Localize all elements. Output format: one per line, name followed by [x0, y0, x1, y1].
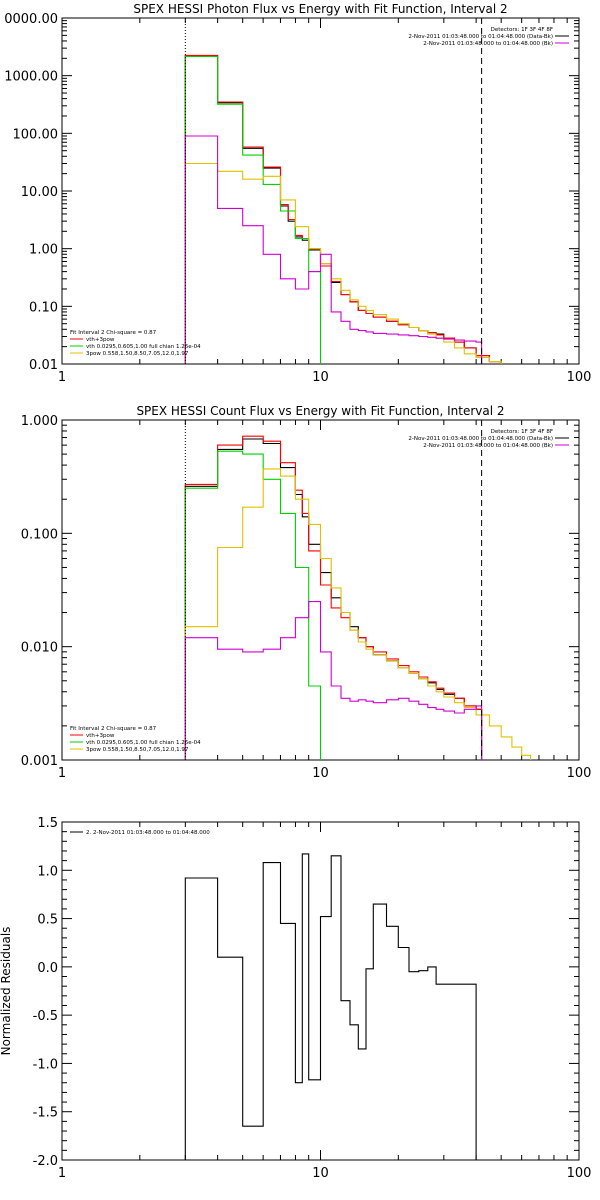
series-group	[184, 853, 477, 1160]
series-line-black	[184, 438, 483, 760]
series-line-green	[184, 55, 322, 364]
y-tick-label: 0.5	[37, 913, 58, 928]
series-line-magenta	[184, 601, 483, 760]
series-line-red	[184, 54, 502, 364]
legend-text: Fit Interval 2 Chi-square = 0.87	[70, 330, 157, 336]
legend-text: 2-Nov-2011 01:03:48.000 to 01:04:48.000 …	[408, 436, 553, 442]
y-tick-label: -1.0	[33, 1057, 58, 1072]
x-tick-label: 1	[58, 370, 66, 385]
series-line-yellow	[184, 162, 502, 364]
y-tick-label: 0000.00	[4, 12, 58, 27]
x-tick-label: 1	[58, 1166, 66, 1181]
photon-flux-panel: SPEX HESSI Photon Flux vs Energy with Fi…	[4, 2, 591, 385]
y-tick-label: 0.001	[21, 754, 58, 769]
y-tick-label: 10.00	[21, 185, 58, 200]
legend-text: vth 0.0295,0.605,1.00 full chian 1.26e-0…	[86, 740, 201, 746]
series-group	[184, 435, 532, 760]
x-tick-label: 10	[312, 1166, 329, 1181]
chart-title: SPEX HESSI Photon Flux vs Energy with Fi…	[133, 2, 507, 16]
count-flux-panel: SPEX HESSI Count Flux vs Energy with Fit…	[21, 404, 592, 781]
series-line-green	[184, 450, 322, 760]
y-tick-label: -0.5	[33, 1009, 58, 1024]
x-tick-label: 1	[58, 766, 66, 781]
legend-text: 2-Nov-2011 01:03:48.000 to 01:04:48.000 …	[423, 41, 553, 47]
x-tick-label: 10	[312, 370, 329, 385]
legend-text: Fit Interval 2 Chi-square = 0.87	[70, 726, 157, 732]
y-tick-label: 0.100	[21, 527, 58, 542]
y-axis-label: Normalized Residuals	[0, 927, 13, 1056]
series-line-yellow	[184, 468, 532, 760]
y-tick-label: -1.5	[33, 1106, 58, 1121]
y-tick-label: 1.5	[37, 816, 58, 831]
series-line-black	[184, 853, 477, 1160]
residuals-panel: 1 10 100 -2.0 -1.5 -1.0 -0.5 0.0 0.5 1.0 1.5 Normal…	[0, 816, 591, 1181]
legend-text: 2-Nov-2011 01:03:48.000 to 01:04:48.000 …	[408, 34, 553, 40]
y-tick-label: 0.010	[21, 641, 58, 656]
legend-text: vth+3pow	[86, 337, 115, 343]
legend-text: 2-Nov-2011 01:03:48.000 to 01:04:48.000 …	[423, 443, 553, 449]
legend-text: 3pow 0.558,1.50,8.50,7.05,12.0,1.97	[86, 747, 189, 753]
series-line-magenta	[184, 135, 483, 364]
legend-text: vth 0.0295,0.605,1.00 full chian 1.26e-0…	[86, 344, 201, 350]
legend-text: 2. 2-Nov-2011 01:03:48.000 to 01:04:48.0…	[86, 830, 210, 836]
x-tick-label: 100	[567, 1166, 592, 1181]
x-tick-label: 10	[312, 766, 329, 781]
legend-text: 3pow 0.558,1.50,8.50,7.05,12.0,1.97	[86, 351, 189, 357]
x-tick-label: 100	[567, 370, 592, 385]
y-tick-label: 1.000	[21, 414, 58, 429]
legend-text: vth+3pow	[86, 733, 115, 739]
legend-text: Detectors: 1F 3F 4F 8F	[491, 27, 553, 33]
y-tick-label: 1000.00	[4, 70, 58, 85]
legend-text: Detectors: 1F 3F 4F 8F	[491, 429, 553, 435]
y-tick-label: 1.00	[29, 243, 58, 258]
y-tick-label: -2.0	[33, 1154, 58, 1169]
y-tick-label: 0.0	[37, 961, 58, 976]
series-group	[184, 54, 502, 364]
y-tick-label: 1.0	[37, 864, 58, 879]
x-tick-label: 100	[567, 766, 592, 781]
y-tick-label: 0.01	[29, 358, 58, 373]
chart-title: SPEX HESSI Count Flux vs Energy with Fit…	[136, 404, 504, 418]
y-tick-label: 0.10	[29, 300, 58, 315]
y-tick-label: 100.00	[13, 127, 59, 142]
series-line-red	[184, 435, 483, 760]
